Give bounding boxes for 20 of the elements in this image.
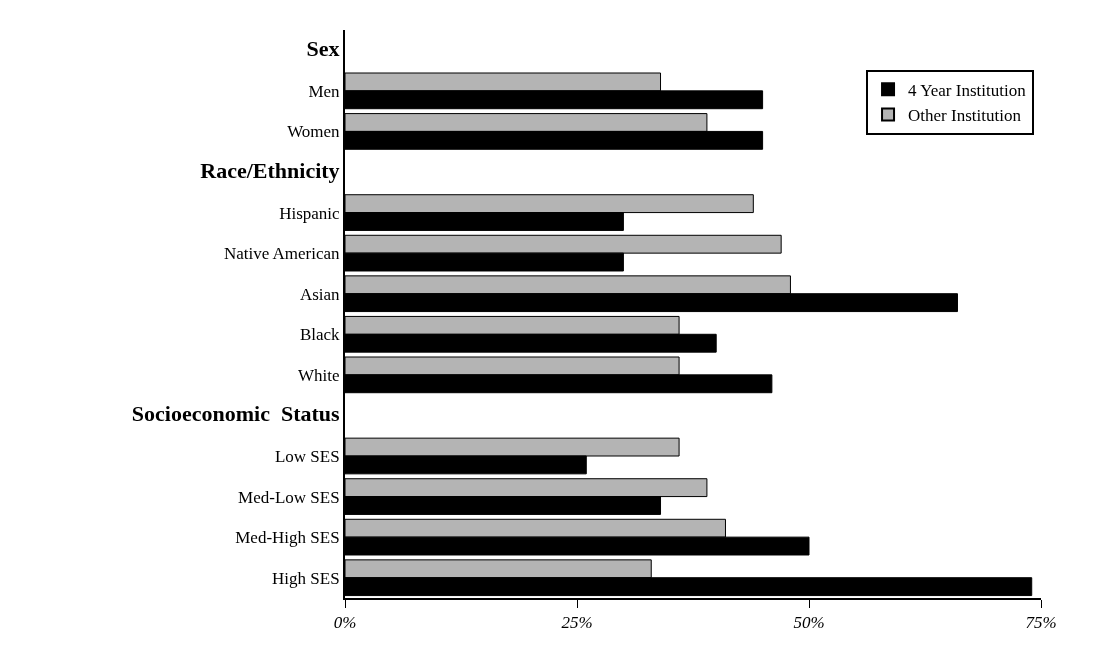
x-tick-label: 25%	[561, 613, 593, 633]
y-tick-label: Hispanic	[279, 203, 341, 223]
x-tick-label: 75%	[1025, 613, 1057, 633]
y-tick-label: Sex	[306, 36, 340, 62]
x-tick-label: 50%	[793, 613, 825, 633]
y-tick-label: White	[298, 365, 340, 385]
y-tick-label: Socioeconomic Status	[131, 401, 341, 427]
legend-label: 4 Year Institution	[908, 80, 1027, 100]
y-tick-label: Low SES	[274, 446, 340, 466]
y-tick-label: Native American	[223, 244, 341, 264]
legend-label: Other Institution	[908, 106, 1022, 126]
y-tick-label: Women	[287, 122, 341, 142]
y-tick-label: Asian	[299, 284, 341, 304]
y-tick-label: Med-Low SES	[238, 487, 340, 507]
y-tick-label: Black	[299, 325, 341, 345]
y-tick-label: Med-High SES	[235, 528, 340, 548]
y-tick-label: Men	[308, 81, 341, 101]
y-tick-label: Race/Ethnicity	[200, 157, 340, 183]
y-tick-label: High SES	[272, 568, 340, 588]
x-tick-label: 0%	[333, 613, 357, 633]
